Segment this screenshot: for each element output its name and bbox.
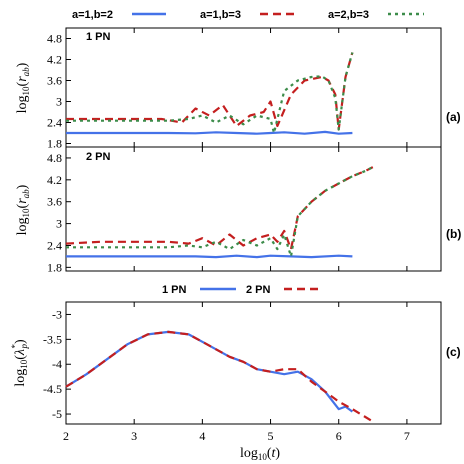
panel-c-frame	[65, 301, 442, 425]
panel-a-frame	[65, 27, 442, 148]
legend-label-1: a=1,b=3	[200, 9, 241, 21]
y-tick-label: 2.4	[47, 116, 62, 130]
y-tick-label: 4.2	[47, 53, 62, 67]
y-tick-label: -4	[52, 357, 62, 371]
legend-top: a=1,b=2 a=1,b=3 a=2,b=3	[72, 9, 424, 21]
x-tick-label: 2	[63, 429, 69, 443]
y-tick-label: 3	[56, 217, 62, 231]
x-tick-label: 7	[404, 429, 410, 443]
panel-a-y-ticks: 1.8 2.4 3 3.6 4.2 4.8	[47, 32, 71, 151]
y-tick-label: -3.5	[43, 332, 62, 346]
series-line-a-1-b-3	[65, 166, 374, 251]
panel-b-y-ticks: 1.8 2.4 3 3.6 4.2 4.8	[47, 151, 71, 274]
x-tick-label: 3	[131, 429, 137, 443]
panel-b: 2 PN (b) log10(rab) 1.8 2.4 3 3.6 4.2 4.8	[15, 146, 461, 274]
y-tick-label: 4.8	[47, 32, 62, 46]
legend-bottom: 1 PN 2 PN	[162, 284, 320, 296]
x-tick-label: 5	[268, 429, 274, 443]
panel-c-tag: (c)	[446, 345, 461, 359]
y-tick-label: 4.8	[47, 151, 62, 165]
series-line-a-2-b-3	[66, 166, 374, 258]
y-tick-label: 2.4	[47, 238, 62, 252]
y-tick-label: -5	[52, 407, 62, 421]
series-line-a-2-b-3	[66, 52, 354, 135]
x-tick-label: 6	[336, 429, 342, 443]
y-tick-label: 4.2	[47, 173, 62, 187]
y-tick-label: -3	[52, 307, 62, 321]
legend-c-label-0: 1 PN	[162, 284, 187, 296]
series-line-1-pn	[65, 330, 354, 413]
panel-a-ylabel: log10(rab)	[15, 62, 31, 113]
panel-b-tag: (b)	[446, 227, 461, 241]
series-line-a-1-b-2	[66, 130, 353, 135]
series-line-a-1-b-3	[66, 52, 354, 131]
panel-a-label: 1 PN	[86, 31, 111, 43]
panel-a: 1 PN (a) log10(rab) 1.8 2.4 3 3.6 4.2 4.8	[15, 27, 461, 151]
panel-a-series	[66, 52, 354, 135]
y-tick-label: 3.6	[47, 74, 62, 88]
panel-b-series	[65, 166, 374, 259]
panel-c-ylabel: log10(λ*p)	[10, 339, 29, 387]
panel-b-x-ticks	[65, 147, 408, 271]
y-tick-label: 3	[56, 95, 62, 109]
panel-a-tag: (a)	[446, 110, 461, 124]
panel-c-y-ticks: -3 -3.5 -4 -4.5 -5	[43, 307, 71, 421]
x-tick-label: 4	[199, 429, 205, 443]
legend-label-0: a=1,b=2	[72, 9, 113, 21]
panel-c-x-ticks: 2 3 4 5 6 7	[63, 302, 410, 443]
panel-c: (c) 1 PN 2 PN log10(λ*p) -3-3.5-4-4.5-5 …	[10, 284, 461, 443]
series-line-a-1-b-2	[66, 254, 353, 259]
x-axis-label: log10(t)	[240, 446, 280, 462]
panel-c-series	[65, 330, 374, 423]
legend-c-label-1: 2 PN	[246, 284, 271, 296]
y-tick-label: -4.5	[43, 382, 62, 396]
y-tick-label: 1.8	[47, 137, 62, 151]
panel-b-label: 2 PN	[86, 151, 111, 163]
y-tick-label: 3.6	[47, 195, 62, 209]
panel-b-ylabel: log10(rab)	[15, 184, 31, 235]
series-line-2-pn	[65, 330, 374, 423]
legend-label-2: a=2,b=3	[328, 9, 369, 21]
panel-a-x-ticks	[65, 28, 408, 147]
panel-b-frame	[65, 146, 442, 272]
y-tick-label: 1.8	[47, 260, 62, 274]
